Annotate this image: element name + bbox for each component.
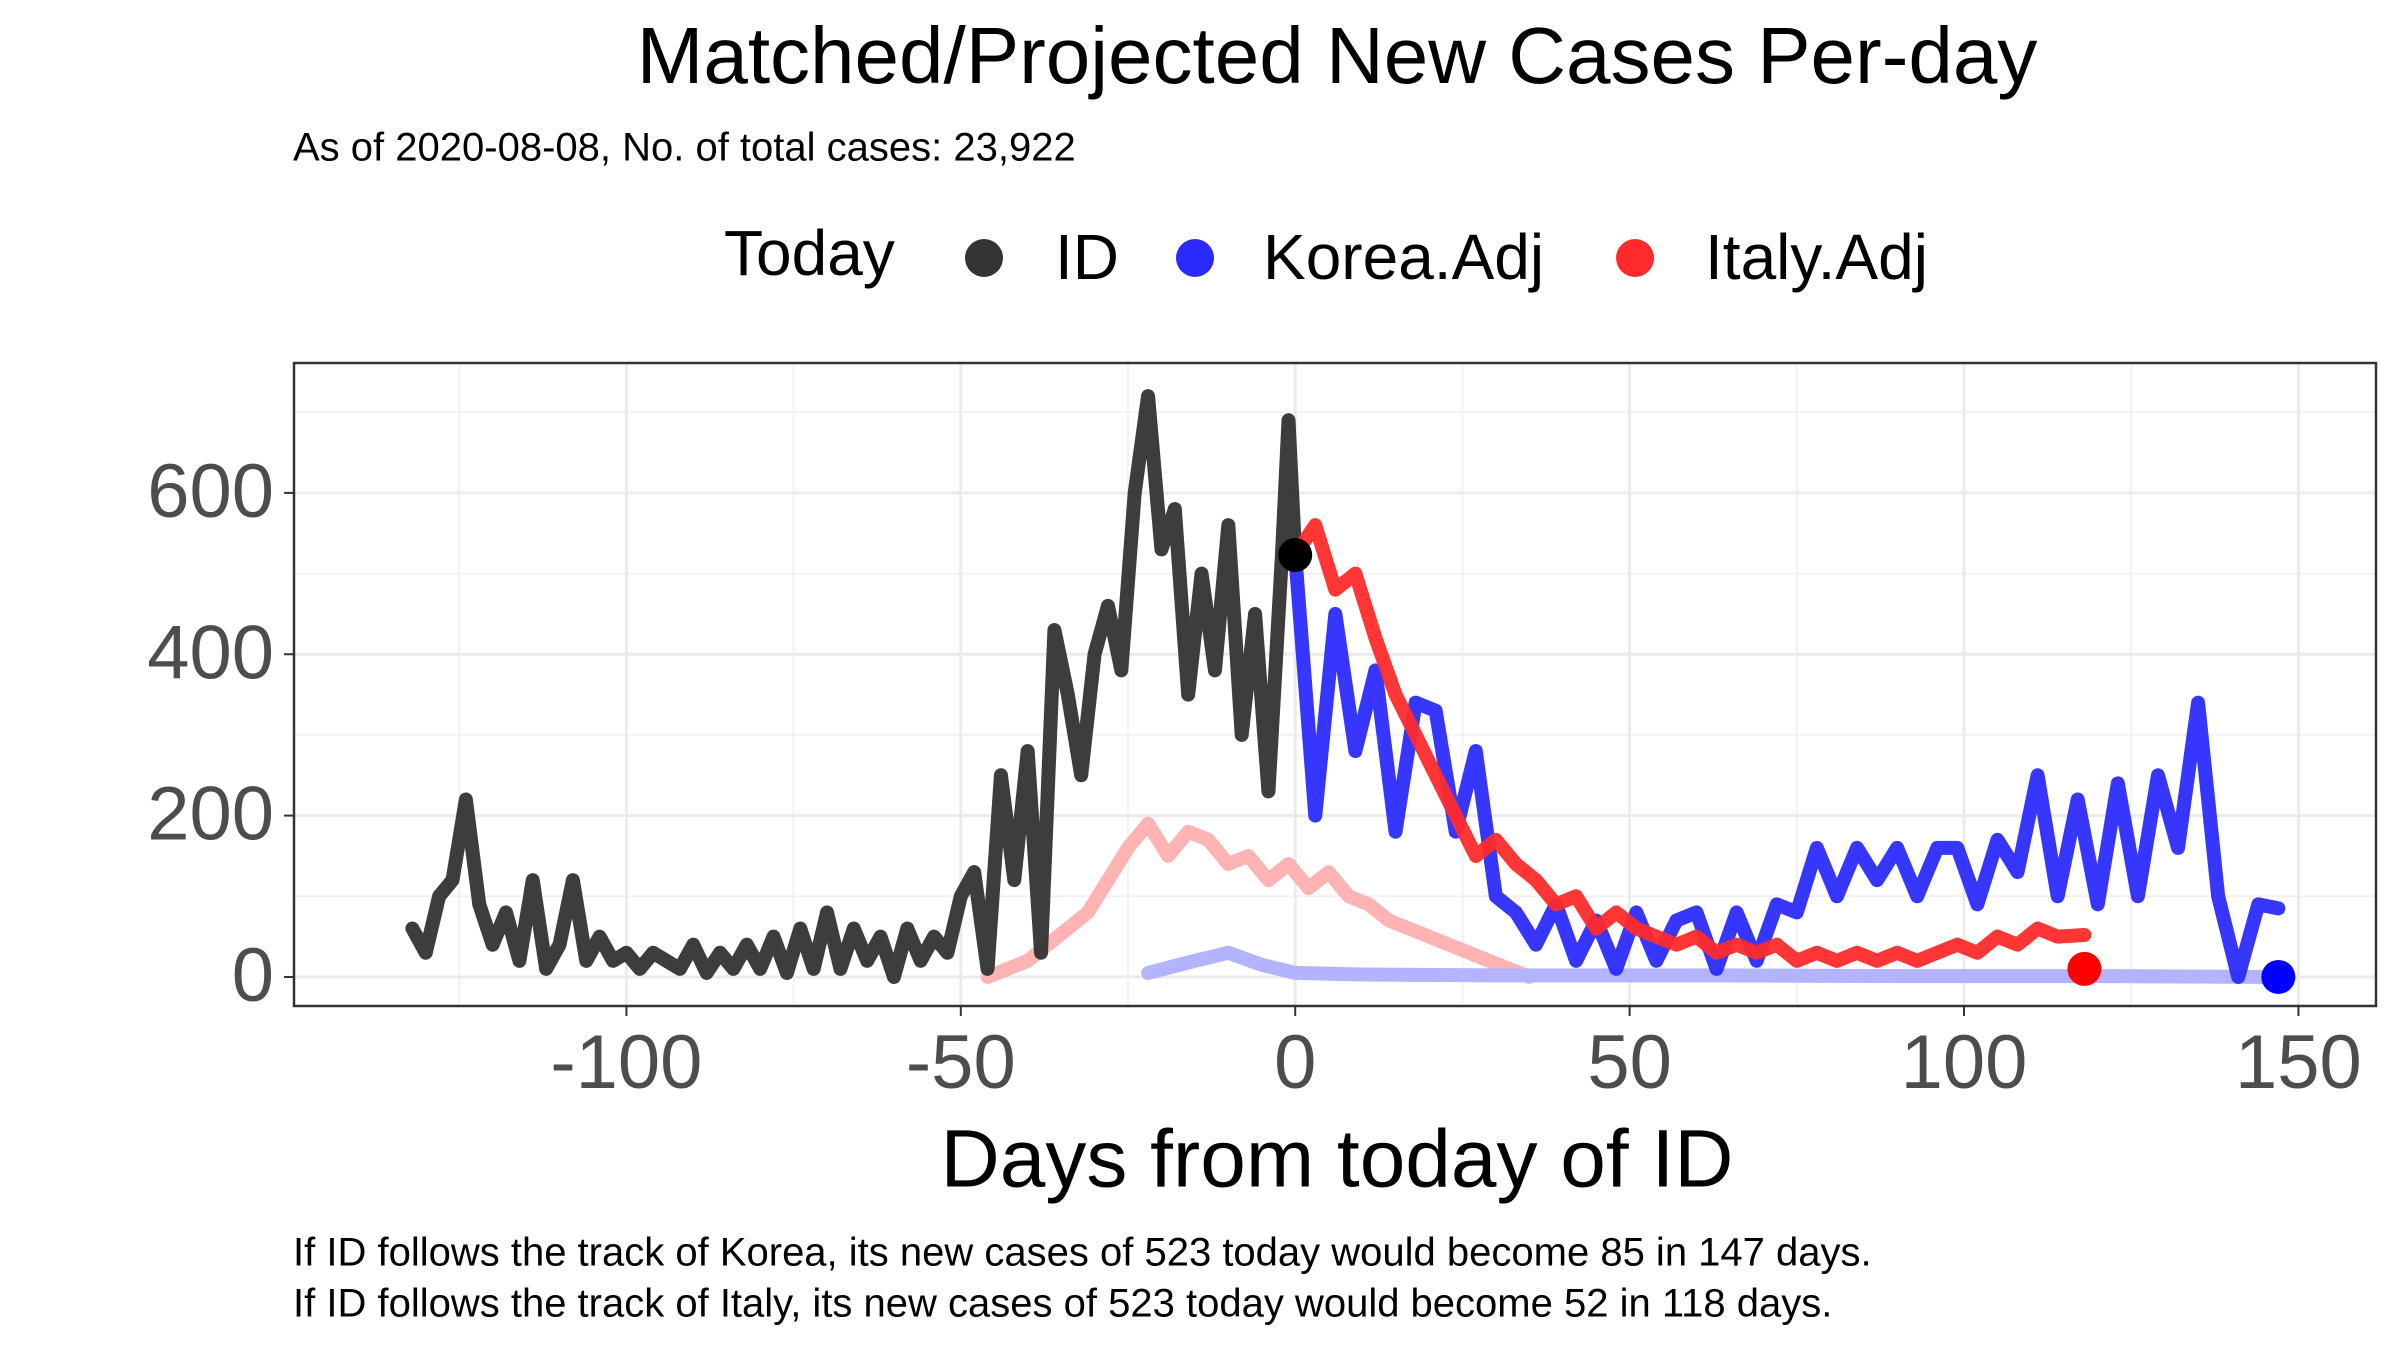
legend-label: Italy.Adj — [1705, 221, 1928, 293]
legend-title: Today — [724, 217, 895, 289]
series-line — [1288, 518, 2092, 968]
chart-title: Matched/Projected New Cases Per-day — [637, 11, 2038, 100]
x-tick-label: 100 — [1901, 1020, 2028, 1105]
series-line — [405, 389, 1303, 984]
x-tick-label: -50 — [906, 1020, 1016, 1105]
y-tick-label: 200 — [147, 772, 274, 857]
y-tick-label: 0 — [232, 933, 274, 1018]
y-tick-label: 400 — [147, 610, 274, 695]
note: If ID follows the track of Italy, its ne… — [293, 1282, 1832, 1326]
legend-label: ID — [1055, 221, 1119, 293]
x-tick-label: -100 — [550, 1020, 702, 1105]
today-point — [2067, 951, 2102, 986]
subtitle: As of 2020-08-08, No. of total cases: 23… — [293, 126, 1076, 170]
series-line — [1141, 945, 2286, 984]
x-tick-label: 50 — [1587, 1020, 1672, 1105]
series-line — [980, 816, 1537, 984]
plot-border — [292, 361, 2378, 1008]
legend-label: Korea.Adj — [1263, 221, 1544, 293]
legend-swatch — [965, 239, 1003, 277]
note: If ID follows the track of Korea, its ne… — [293, 1231, 1872, 1275]
x-tick-label: 150 — [2235, 1020, 2362, 1105]
legend-swatch — [1616, 239, 1654, 277]
y-tick-label: 600 — [147, 449, 274, 534]
legend-swatch — [1176, 239, 1214, 277]
x-tick-label: 0 — [1274, 1020, 1316, 1105]
today-point — [1278, 538, 1313, 573]
today-point — [2261, 959, 2296, 994]
x-axis-label: Days from today of ID — [941, 1114, 1734, 1205]
